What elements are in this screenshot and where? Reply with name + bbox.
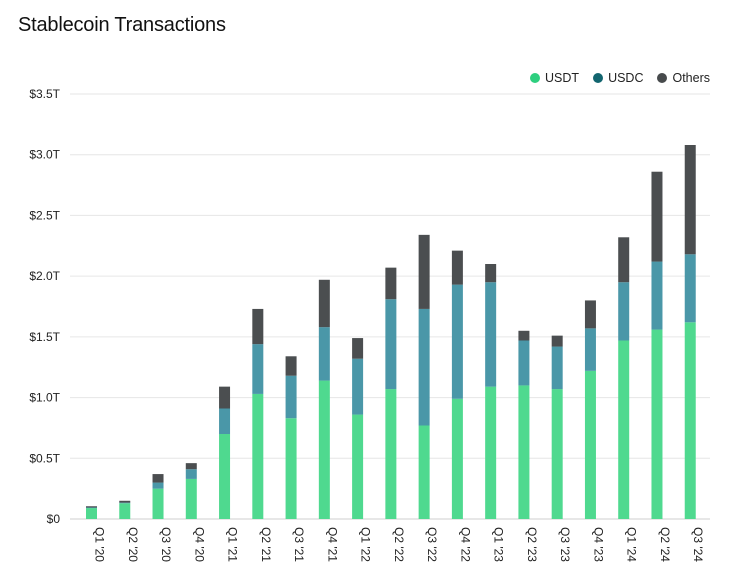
bar-usdc-9[interactable] [385,299,397,390]
bar-others-7[interactable] [318,279,330,328]
bar-others-9[interactable] [385,267,397,300]
x-tick-label: Q2 '22 [392,527,406,562]
x-tick-label: Q4 '23 [591,527,605,562]
bar-usdc-2[interactable] [152,482,164,489]
bar-usdc-17[interactable] [651,261,663,330]
bar-others-3[interactable] [185,463,197,470]
bar-usdc-14[interactable] [551,346,563,390]
bar-usdt-13[interactable] [518,385,530,519]
bar-usdt-6[interactable] [285,418,297,519]
y-axis: $0 $0.5T $1.0T $1.5T $2.0T $2.5T $3.0T $3.5T [29,87,60,526]
legend-item-others[interactable]: Others [657,71,710,85]
legend-swatch-usdt [530,73,541,83]
legend-item-usdt[interactable]: USDT [530,71,579,85]
bar-usdt-18[interactable] [684,322,696,519]
x-tick-label: Q2 '23 [525,527,539,562]
bar-usdc-18[interactable] [684,254,696,323]
x-tick-label: Q2 '21 [259,527,273,562]
bar-others-15[interactable] [584,300,596,329]
chart-legend: USDT USDC Others [530,71,710,85]
bar-usdt-1[interactable] [119,503,131,519]
x-tick-label: Q2 '24 [658,527,672,562]
y-tick-label: $0.5T [29,451,60,465]
chart-title: Stablecoin Transactions [18,14,226,36]
x-tick-label: Q4 '20 [192,527,206,562]
bar-usdt-15[interactable] [584,370,596,519]
bar-usdc-7[interactable] [318,327,330,381]
bar-others-16[interactable] [618,237,630,283]
bar-others-12[interactable] [485,264,497,283]
x-tick-label: Q4 '22 [458,527,472,562]
bar-usdc-13[interactable] [518,340,530,386]
y-tick-label: $1.5T [29,330,60,344]
y-tick-label: $2.0T [29,269,60,283]
bar-usdt-16[interactable] [618,340,630,520]
y-tick-label: $3.5T [29,87,60,101]
bar-others-13[interactable] [518,330,530,341]
bar-usdc-15[interactable] [584,328,596,371]
bars [86,145,696,519]
bar-usdc-12[interactable] [485,282,497,387]
bar-usdc-6[interactable] [285,375,297,419]
bar-usdt-4[interactable] [219,434,231,519]
y-tick-label: $3.0T [29,148,60,162]
bar-usdc-3[interactable] [185,469,197,479]
bar-others-6[interactable] [285,356,297,376]
bar-others-14[interactable] [551,335,563,347]
x-tick-label: Q4 '21 [325,527,339,562]
bar-usdc-0[interactable] [86,507,97,509]
bar-usdt-9[interactable] [385,389,397,519]
bar-others-8[interactable] [352,338,364,359]
bar-others-10[interactable] [418,234,430,309]
legend-swatch-others [657,73,668,83]
bar-usdc-11[interactable] [451,284,463,399]
bar-usdt-0[interactable] [86,508,97,519]
bar-usdt-2[interactable] [152,488,164,519]
bar-usdt-11[interactable] [451,398,463,519]
bar-usdc-5[interactable] [252,344,264,394]
legend-label-usdt: USDT [545,71,580,85]
bar-others-4[interactable] [219,386,231,409]
bar-usdt-10[interactable] [418,425,430,520]
bar-others-11[interactable] [451,250,463,285]
bar-usdt-8[interactable] [352,414,364,519]
legend-label-others: Others [672,71,710,85]
bar-usdt-3[interactable] [185,478,197,519]
bar-usdc-8[interactable] [352,358,364,415]
y-tick-label: $1.0T [29,391,60,405]
x-tick-label: Q1 '21 [226,527,240,562]
x-tick-label: Q3 '23 [558,527,572,562]
bar-usdc-16[interactable] [618,282,630,341]
legend-swatch-usdc [593,73,604,83]
bar-usdc-10[interactable] [418,308,430,426]
x-tick-label: Q1 '22 [359,527,373,562]
x-tick-label: Q3 '21 [292,527,306,562]
legend-item-usdc[interactable]: USDC [593,71,643,85]
legend-label-usdc: USDC [608,71,644,85]
bar-usdt-14[interactable] [551,389,563,519]
x-tick-label: Q3 '20 [159,527,173,562]
x-tick-label: Q1 '20 [93,527,107,562]
bar-usdc-1[interactable] [119,502,131,504]
x-tick-label: Q3 '22 [425,527,439,562]
bar-usdt-17[interactable] [651,329,663,519]
bar-usdt-5[interactable] [252,393,264,519]
y-tick-label: $0 [47,512,61,526]
x-axis: Q1 '20 Q2 '20 Q3 '20 Q4 '20 Q1 '21 Q2 '21 Q3 '… [93,527,706,562]
x-tick-label: Q1 '23 [492,527,506,562]
bar-others-18[interactable] [684,145,696,255]
x-tick-label: Q1 '24 [625,527,639,562]
bar-usdc-4[interactable] [219,408,231,435]
x-tick-label: Q3 '24 [691,527,705,562]
y-tick-label: $2.5T [29,208,60,222]
bar-others-5[interactable] [252,308,264,345]
bar-others-17[interactable] [651,171,663,262]
bar-others-2[interactable] [152,474,164,483]
bar-others-0[interactable] [86,506,97,508]
bar-usdt-12[interactable] [485,386,497,519]
x-tick-label: Q2 '20 [126,527,140,562]
bar-others-1[interactable] [119,500,131,503]
bar-usdt-7[interactable] [318,380,330,519]
